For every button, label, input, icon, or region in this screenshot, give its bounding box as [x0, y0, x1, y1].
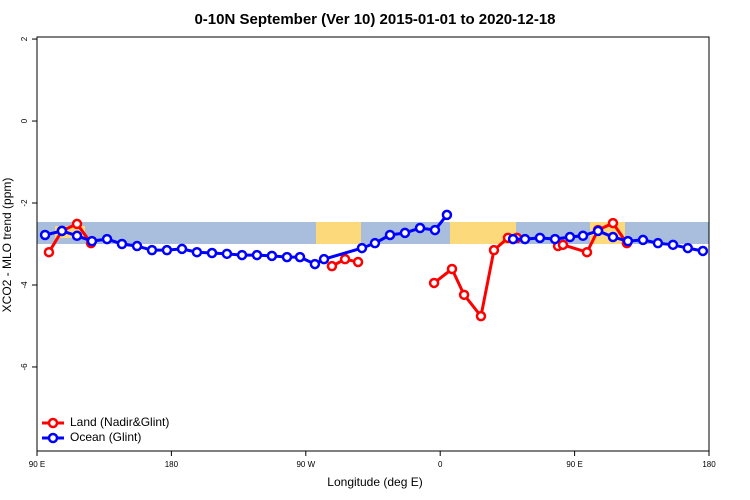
point — [369, 237, 381, 249]
point — [697, 245, 709, 257]
point — [146, 244, 158, 256]
point — [414, 222, 426, 234]
point — [356, 242, 368, 254]
point — [221, 248, 233, 260]
point — [652, 237, 664, 249]
point — [101, 233, 113, 245]
x-tick-label: 0 — [438, 460, 443, 469]
point — [161, 244, 173, 256]
point — [549, 233, 561, 245]
point — [131, 240, 143, 252]
point — [191, 246, 203, 258]
y-tick-label: 0 — [20, 118, 29, 123]
point — [577, 230, 589, 242]
legend-label: Land (Nadir&Glint) — [70, 415, 169, 429]
point — [607, 231, 619, 243]
x-tick-label: 90 E — [566, 460, 582, 469]
y-tick-label: -4 — [20, 281, 29, 289]
land-band — [316, 222, 361, 244]
point — [86, 235, 98, 247]
point — [667, 239, 679, 251]
point — [564, 231, 576, 243]
point — [428, 277, 440, 289]
point — [475, 310, 487, 322]
point — [318, 253, 330, 265]
point — [534, 232, 546, 244]
point — [43, 246, 55, 258]
point — [446, 263, 458, 275]
y-tick-label: -6 — [20, 363, 29, 371]
point — [281, 251, 293, 263]
point — [71, 218, 83, 230]
x-tick-label: 90 E — [29, 460, 45, 469]
x-tick-label: 180 — [702, 460, 716, 469]
legend-label: Ocean (Glint) — [70, 430, 141, 444]
x-axis-label: Longitude (deg E) — [327, 475, 422, 489]
point — [326, 260, 338, 272]
point — [488, 244, 500, 256]
point — [581, 246, 593, 258]
plot-frame — [36, 36, 710, 452]
y-tick-label: 2 — [20, 36, 29, 41]
y-axis-label: XCO2 - MLO trend (ppm) — [0, 178, 14, 313]
point — [384, 229, 396, 241]
point — [458, 289, 470, 301]
point — [519, 233, 531, 245]
point — [294, 251, 306, 263]
point — [176, 243, 188, 255]
point — [71, 230, 83, 242]
point — [399, 227, 411, 239]
point — [266, 250, 278, 262]
point — [557, 239, 569, 251]
land-band — [450, 222, 516, 244]
point — [607, 217, 619, 229]
point — [592, 225, 604, 237]
point — [236, 249, 248, 261]
point — [622, 235, 634, 247]
x-tick-label: 180 — [165, 460, 179, 469]
point — [39, 229, 51, 241]
point — [682, 242, 694, 254]
point — [441, 209, 453, 221]
y-tick-label: -2 — [20, 199, 29, 207]
chart-title: 0-10N September (Ver 10) 2015-01-01 to 2… — [194, 11, 555, 28]
x-tick-label: 90 W — [296, 460, 315, 469]
legend-swatch — [47, 432, 59, 444]
point — [339, 253, 351, 265]
point — [56, 225, 68, 237]
point — [429, 224, 441, 236]
point — [507, 233, 519, 245]
point — [206, 247, 218, 259]
point — [352, 256, 364, 268]
point — [309, 258, 321, 270]
point — [116, 238, 128, 250]
legend-swatch — [47, 417, 59, 429]
point — [251, 249, 263, 261]
point — [637, 234, 649, 246]
